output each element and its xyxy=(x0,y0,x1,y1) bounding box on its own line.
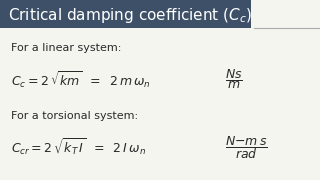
Text: Critical damping coefficient ($C_c$): Critical damping coefficient ($C_c$) xyxy=(8,6,252,25)
Text: $\dfrac{Ns}{m}$: $\dfrac{Ns}{m}$ xyxy=(226,68,243,91)
Text: $\dfrac{N{-}m\,s}{rad}$: $\dfrac{N{-}m\,s}{rad}$ xyxy=(226,134,268,161)
FancyBboxPatch shape xyxy=(0,0,251,28)
Text: For a linear system:: For a linear system: xyxy=(11,43,122,53)
Text: $C_{cr} = 2\,\sqrt{k_T\,I}\;\; = \;\; 2\,I\,\omega_n$: $C_{cr} = 2\,\sqrt{k_T\,I}\;\; = \;\; 2\… xyxy=(11,138,146,158)
Text: $C_c = 2\,\sqrt{km}\;\; = \;\; 2\,m\,\omega_n$: $C_c = 2\,\sqrt{km}\;\; = \;\; 2\,m\,\om… xyxy=(11,69,151,90)
Text: For a torsional system:: For a torsional system: xyxy=(11,111,138,121)
